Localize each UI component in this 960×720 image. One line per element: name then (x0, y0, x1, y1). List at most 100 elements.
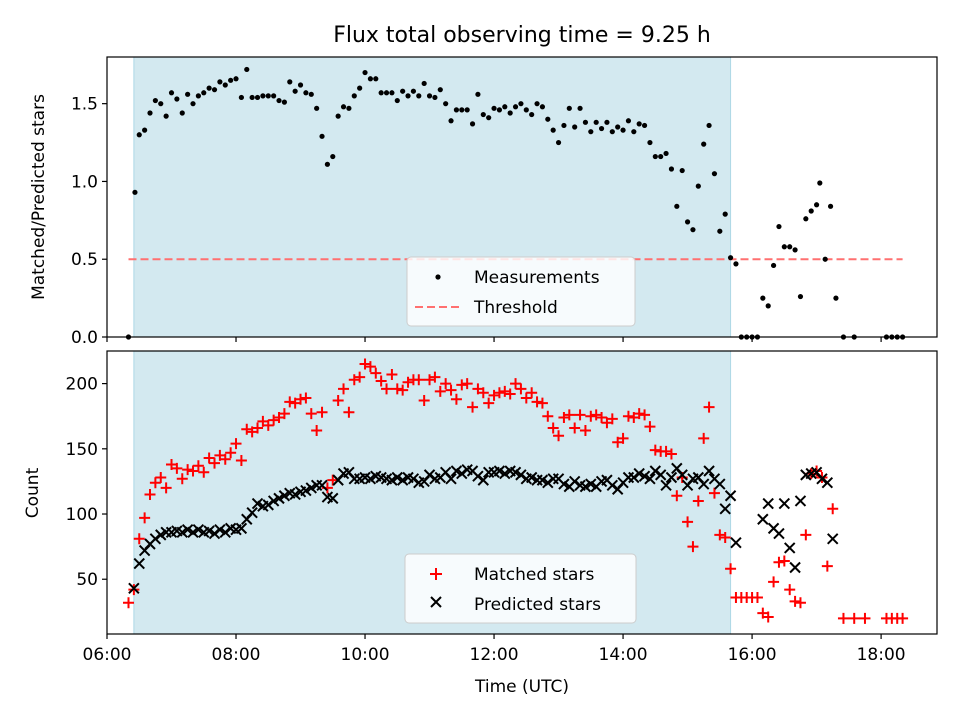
predicted-stars-point (606, 479, 619, 492)
matched-stars-point (343, 406, 355, 418)
predicted-stars-point (778, 497, 791, 510)
matched-stars-point (133, 533, 145, 545)
chart-title: Flux total observing time = 9.25 h (333, 23, 711, 48)
measurement-point (604, 119, 610, 125)
measurement-point (475, 91, 481, 97)
matched-stars-point (515, 383, 527, 395)
matched-stars-point (144, 488, 156, 500)
measurement-point (303, 90, 309, 96)
measurement-point (228, 77, 234, 83)
measurement-point (222, 82, 228, 88)
matched-stars-point (794, 597, 806, 609)
matched-stars-point (305, 408, 317, 420)
measurement-point (271, 93, 277, 99)
matched-stars-point (671, 490, 683, 502)
predicted-stars-point (762, 497, 774, 510)
measurement-point (609, 129, 615, 135)
legend-predicted-marker (430, 596, 442, 608)
measurement-point (566, 105, 572, 111)
predicted-stars-point (262, 499, 274, 511)
measurement-point (281, 99, 287, 105)
legend-threshold-label: Threshold (473, 298, 558, 318)
predicted-stars-point (477, 474, 490, 486)
matched-stars-point (800, 529, 812, 541)
matched-stars-point (370, 367, 382, 379)
predicted-stars-point (821, 477, 834, 489)
matched-stars-point (821, 560, 833, 572)
measurement-point (706, 122, 712, 129)
predicted-stars-point (827, 533, 839, 545)
matched-stars-point (488, 389, 500, 401)
matched-stars-point (418, 395, 430, 407)
matched-stars-point (859, 612, 871, 624)
measurement-point (615, 124, 621, 130)
matched-stars-point (348, 374, 360, 386)
measurement-point (496, 107, 503, 113)
measurement-point (265, 93, 271, 99)
matched-stars-point (225, 447, 237, 459)
matched-stars-point (429, 371, 441, 383)
measurement-point (244, 66, 250, 73)
matched-stars-point (687, 541, 699, 553)
matched-stars-point (714, 529, 726, 541)
matched-stars-point (295, 393, 307, 405)
matched-stars-point (268, 414, 280, 426)
matched-stars-point (768, 576, 780, 588)
measurement-point (147, 110, 153, 116)
matched-stars-point (837, 612, 849, 624)
measurement-point (679, 167, 685, 174)
matched-stars-point (542, 410, 554, 422)
matched-stars-point (773, 556, 785, 568)
measurement-point (142, 127, 148, 133)
matched-stars-point (241, 423, 253, 435)
matched-stars-point (897, 612, 909, 624)
legend-matched-label: Matched stars (474, 565, 594, 585)
measurement-point (206, 85, 212, 91)
predicted-stars-point (816, 473, 828, 485)
measurement-point (383, 90, 390, 96)
matched-stars-point (219, 453, 231, 465)
measurement-point (357, 85, 363, 91)
x-tick-label: 16:00 (728, 645, 777, 665)
measurement-point (426, 93, 433, 99)
measurement-point (722, 211, 728, 217)
matched-stars-point (692, 495, 704, 507)
matched-stars-point (198, 466, 210, 478)
matched-stars-point (531, 396, 543, 408)
measurement-point (405, 93, 411, 99)
matched-stars-point (665, 448, 677, 460)
matched-stars-point (499, 385, 511, 397)
matched-stars-point (477, 387, 489, 399)
matched-stars-point (649, 444, 661, 456)
measurement-point (491, 105, 497, 111)
legend-predicted-label: Predicted stars (474, 595, 601, 615)
matched-stars-point (381, 383, 393, 395)
matched-stars-point (445, 384, 457, 396)
matched-stars-point (375, 375, 387, 387)
measurement-point (760, 295, 766, 301)
matched-stars-point (703, 401, 715, 413)
matched-stars-point (359, 358, 371, 370)
measurement-point (776, 223, 782, 230)
matched-stars-point (483, 397, 495, 409)
matched-stars-point (450, 393, 462, 405)
measurement-point (641, 122, 648, 129)
measurement-point (217, 79, 223, 85)
matched-stars-point (338, 383, 350, 395)
matched-stars-point (585, 410, 597, 422)
matched-stars-point (139, 512, 151, 524)
bottom-legend-box (404, 553, 637, 624)
matched-stars-point (235, 455, 247, 467)
measurement-point (684, 219, 691, 225)
measurement-point (577, 105, 583, 111)
measurements-points (125, 66, 906, 340)
matched-stars-point (520, 392, 532, 404)
measurement-point (701, 141, 707, 147)
measurement-point (486, 115, 492, 121)
top-legend: Measurements Threshold (406, 256, 636, 327)
y-tick-label: 50 (76, 570, 98, 590)
matched-stars-point (547, 422, 559, 434)
measurement-point (324, 161, 331, 167)
top-legend-box (406, 256, 636, 327)
top-y-axis-label: Matched/Predicted stars (29, 94, 49, 300)
